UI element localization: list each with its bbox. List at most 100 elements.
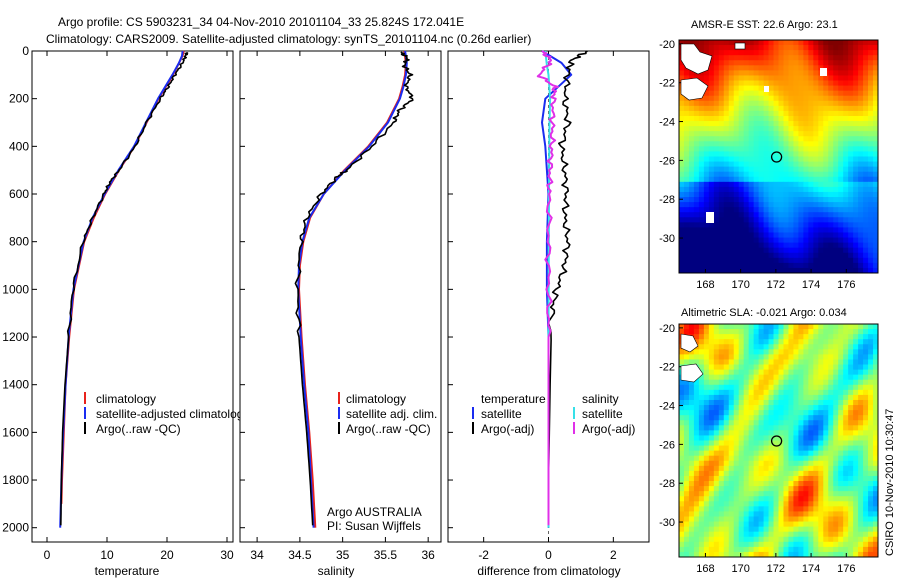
heatmap-cell [788,349,794,355]
heatmap-cell [808,131,814,137]
heatmap-cell [838,481,844,487]
heatmap-cell [738,85,745,92]
heatmap-cell [688,425,695,431]
heatmap-cell [853,511,859,517]
heatmap-cell [783,324,789,330]
series-line-temperature-argo-adj [547,50,588,526]
heatmap-cell [823,521,829,528]
heatmap-cell [813,541,819,548]
heatmap-cell [833,126,839,132]
heatmap-cell [758,90,764,97]
heatmap-cell [713,121,720,127]
heatmap-cell [738,394,745,401]
heatmap-cell [858,242,864,249]
heatmap-cell [803,191,809,198]
heatmap-cell [679,420,685,426]
heatmap-cell [823,455,829,462]
heatmap-cell [798,389,804,396]
heatmap-cell [688,212,695,218]
heatmap-cell [813,420,819,426]
heatmap-cell [788,450,794,457]
heatmap-cell [873,435,879,441]
heatmap-cell [848,110,854,117]
heatmap-cell [833,481,839,487]
heatmap-cell [803,237,809,244]
heatmap-cell [833,181,839,188]
heatmap-cell [873,252,879,259]
heatmap-cell [728,186,735,193]
heatmap-cell [763,339,769,345]
heatmap-cell [793,166,799,173]
heatmap-cell [783,415,789,421]
heatmap-cell [873,324,879,330]
heatmap-cell [798,526,804,533]
heatmap-cell [863,70,869,76]
heatmap-cell [763,511,769,517]
heatmap-cell [748,369,755,376]
heatmap-cell [693,425,700,431]
heatmap-cell [683,521,690,528]
heatmap-cell [773,526,779,533]
heatmap-cell [833,100,839,107]
heatmap-cell [753,420,760,426]
heatmap-cell [848,197,854,203]
heatmap-cell [723,399,730,406]
heatmap-cell [738,227,745,233]
heatmap-cell [679,65,685,71]
heatmap-cell [843,85,849,92]
heatmap-cell [748,217,755,223]
x-tick-label: 174 [802,563,820,575]
heatmap-cell [853,110,859,117]
heatmap-cell [833,430,839,436]
heatmap-cell [723,171,730,178]
heatmap-cell [698,227,705,233]
heatmap-cell [783,126,789,132]
heatmap-cell [718,491,725,497]
heatmap-cell [823,541,829,548]
heatmap-cell [783,354,789,360]
heatmap-cell [808,354,814,360]
heatmap-cell [713,90,720,97]
heatmap-cell [798,40,804,46]
heatmap-cell [679,60,685,66]
heatmap-cell [823,339,829,345]
heatmap-cell [723,191,730,198]
heatmap-cell [693,151,700,157]
heatmap-cell [688,40,695,46]
heatmap-cell [808,222,814,228]
heatmap-cell [818,171,824,178]
heatmap-cell [738,481,745,487]
heatmap-cell [853,232,859,238]
heatmap-cell [698,70,705,76]
heatmap-cell [693,399,700,406]
heatmap-cell [843,379,849,386]
heatmap-cell [679,166,685,173]
sla-map-panel: Altimetric SLA: -0.021 Argo: 0.034 168 17… [659,307,879,575]
heatmap-cell [763,516,769,522]
heatmap-cell [813,486,819,492]
heatmap-cell [773,95,779,102]
heatmap-cell [753,70,760,76]
heatmap-cell [728,399,735,406]
heatmap-cell [818,121,824,127]
heatmap-cell [679,541,685,548]
heatmap-cell [793,90,799,97]
heatmap-cell [768,470,774,477]
heatmap-cell [753,191,760,198]
heatmap-cell [753,475,760,482]
heatmap-cell [858,197,864,203]
heatmap-cell [793,60,799,66]
heatmap-cell [808,95,814,102]
heatmap-cell [818,551,824,558]
heatmap-cell [698,212,705,218]
x-tick-label: 168 [696,279,714,291]
heatmap-cell [698,410,705,416]
heatmap-cell [818,131,824,137]
heatmap-cell [868,374,874,381]
heatmap-cell [713,80,720,86]
heatmap-cell [783,212,789,218]
heatmap-cell [758,405,764,411]
heatmap-cell [683,232,690,238]
heatmap-cell [733,430,740,436]
heatmap-cell [733,486,740,492]
